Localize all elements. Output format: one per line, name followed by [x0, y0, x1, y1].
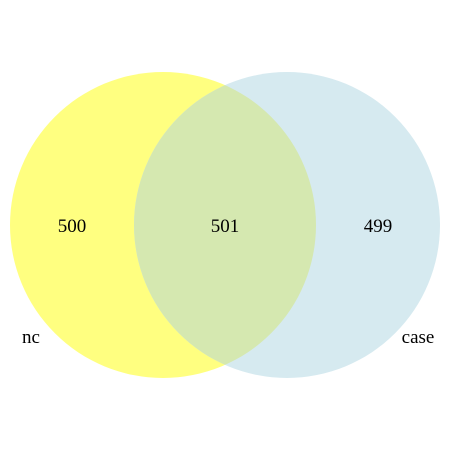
set-label-nc: nc: [22, 327, 40, 348]
nc-only-count: 500: [58, 216, 87, 237]
set-label-case: case: [402, 327, 435, 348]
case-only-count: 499: [364, 216, 393, 237]
intersection-region: [134, 72, 316, 378]
intersection-count: 501: [211, 216, 240, 237]
